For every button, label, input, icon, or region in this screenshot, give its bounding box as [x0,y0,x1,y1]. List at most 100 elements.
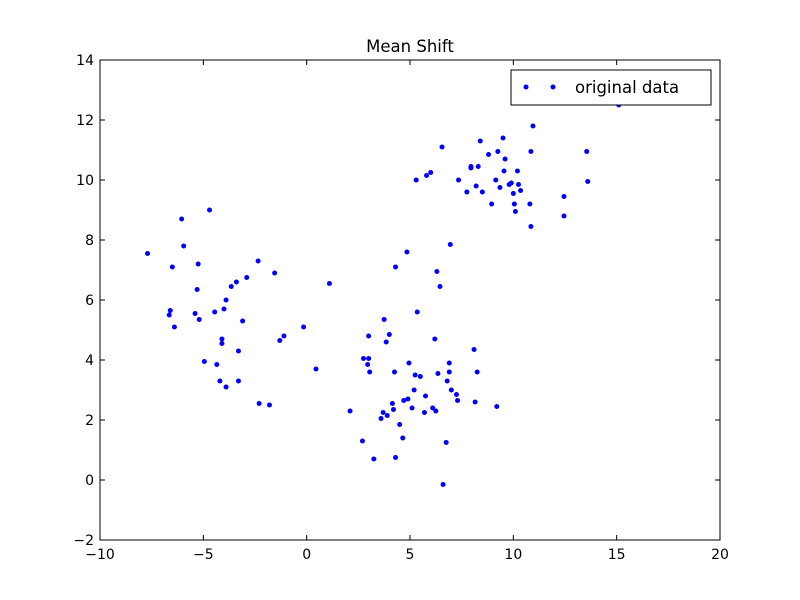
data-point-32 [277,338,283,343]
data-point-31 [272,270,278,276]
data-point-79 [440,482,446,487]
data-point-49 [384,413,390,418]
data-point-52 [390,407,396,412]
data-point-5 [171,324,177,330]
x-tick-label: 10 [504,547,522,563]
data-point-47 [381,317,387,322]
data-point-34 [301,324,307,330]
data-point-115 [518,188,524,193]
data-point-80 [443,440,449,445]
x-tick-label: 20 [711,547,729,563]
data-point-18 [219,336,225,342]
data-point-71 [428,170,434,175]
data-point-22 [228,284,234,289]
data-point-17 [219,341,225,346]
data-point-103 [495,149,501,154]
y-tick-label: 8 [85,233,94,249]
data-point-100 [489,201,495,207]
data-point-110 [510,191,516,196]
data-point-72 [430,405,436,411]
data-point-67 [417,374,423,379]
data-point-20 [223,384,229,390]
data-point-58 [401,398,407,403]
data-point-76 [435,371,441,376]
data-point-92 [471,347,477,352]
data-point-95 [474,369,480,375]
legend-box [510,69,712,106]
data-point-12 [201,359,207,364]
data-point-104 [497,185,503,190]
data-point-83 [446,360,452,366]
data-point-9 [194,287,200,292]
x-tick-label: 0 [302,547,311,563]
data-point-111 [511,201,517,207]
data-point-43 [367,369,373,375]
data-point-50 [386,332,392,337]
y-tick-label: 2 [85,413,94,429]
legend-marker-2 [550,84,556,90]
data-point-8 [192,311,198,316]
data-point-16 [217,378,223,384]
data-point-66 [414,309,420,315]
data-point-112 [512,209,518,214]
data-point-64 [412,372,418,378]
data-point-93 [472,399,478,405]
data-point-96 [475,164,481,169]
data-point-65 [413,177,419,183]
data-point-46 [380,410,386,415]
data-point-40 [365,362,371,367]
data-point-118 [528,224,534,229]
data-point-30 [266,402,272,408]
data-point-56 [397,422,403,427]
data-point-85 [448,387,454,393]
data-point-57 [400,435,406,441]
data-point-55 [393,264,399,270]
data-point-15 [214,362,220,367]
data-point-37 [347,408,353,414]
chart-title: Mean Shift [366,37,454,56]
data-point-21 [223,297,229,303]
data-point-98 [479,189,485,195]
data-point-62 [409,405,415,411]
data-point-68 [421,410,427,415]
data-point-106 [501,168,507,174]
data-point-89 [464,189,470,195]
y-tick-label: 12 [76,113,94,129]
data-point-48 [383,339,389,345]
data-point-11 [196,317,202,322]
ticks-layer: −10 −5 0 5 10 15 20 −2 0 2 4 6 8 10 12 14 [73,53,729,563]
data-point-26 [240,318,246,324]
x-tick-label: −10 [85,547,115,563]
data-point-39 [361,356,366,361]
data-point-87 [455,398,461,403]
data-point-114 [516,182,521,187]
y-tick-label: 4 [85,353,94,369]
data-point-19 [221,306,227,312]
x-tick-label: 5 [406,547,415,563]
data-point-69 [423,393,428,399]
data-point-81 [444,378,450,384]
legend: original data [510,69,712,106]
data-point-82 [446,369,452,375]
data-point-41 [366,356,372,361]
y-tick-label: 0 [85,473,94,489]
plot-frame [99,59,721,541]
data-point-113 [514,168,520,174]
data-point-3 [166,312,172,318]
data-point-97 [477,138,483,144]
data-point-116 [527,201,533,207]
data-point-123 [585,179,591,184]
data-point-24 [235,348,241,354]
y-tick-label: 10 [76,173,94,189]
data-point-4 [169,264,175,270]
data-point-23 [233,279,239,285]
data-point-75 [434,269,440,274]
data-point-1 [145,251,151,256]
legend-marker-1 [523,84,529,90]
data-point-54 [393,455,399,460]
data-point-6 [179,216,185,222]
data-point-45 [378,416,384,421]
y-tick-label: −2 [73,533,94,549]
data-point-74 [433,408,439,414]
